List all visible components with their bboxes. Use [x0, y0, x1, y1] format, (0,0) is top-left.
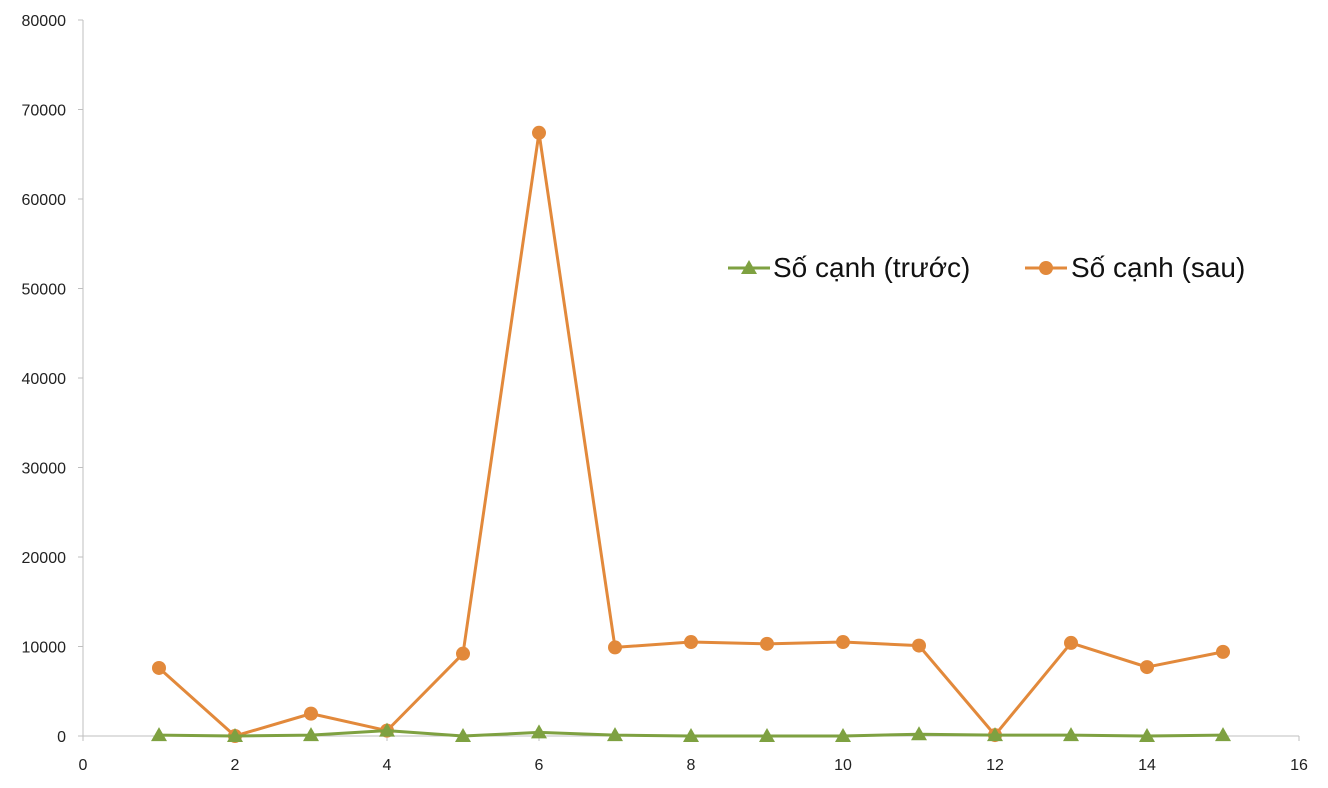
y-tick-label: 30000 [22, 461, 67, 478]
y-tick-label: 70000 [22, 103, 67, 120]
data-point [456, 646, 470, 661]
x-tick-label: 4 [383, 757, 392, 774]
data-point [532, 125, 546, 140]
data-point [531, 724, 547, 739]
x-tick-label: 2 [231, 757, 240, 774]
data-point [759, 728, 775, 742]
data-point [835, 728, 851, 742]
legend: Số cạnh (trước) Số cạnh (sau) [728, 252, 1245, 283]
data-point [379, 722, 395, 737]
data-point [608, 640, 622, 655]
x-tick-label: 12 [986, 757, 1004, 774]
x-tick-label: 10 [834, 757, 852, 774]
data-point [836, 635, 850, 650]
legend-entry: Số cạnh (sau) [1025, 252, 1245, 283]
data-point [1063, 727, 1079, 742]
y-tick-label: 60000 [22, 192, 67, 209]
data-point [683, 728, 699, 742]
legend-label: Số cạnh (sau) [1071, 252, 1245, 283]
x-tick-label: 16 [1290, 757, 1308, 774]
data-point [987, 727, 1003, 742]
data-point [152, 660, 166, 675]
data-point [1140, 660, 1154, 675]
x-tick-label: 0 [79, 757, 88, 774]
data-point [304, 706, 318, 721]
legend-entry: Số cạnh (trước) [728, 252, 970, 283]
y-tick-label: 20000 [22, 550, 67, 567]
x-tick-labels: 0 2 4 6 8 10 12 14 16 [79, 757, 1308, 774]
legend-label: Số cạnh (trước) [773, 252, 970, 283]
data-point [684, 635, 698, 650]
data-point [1215, 727, 1231, 742]
data-point [455, 728, 471, 742]
legend-marker [1039, 261, 1053, 275]
axes [78, 19, 1300, 741]
data-point [151, 727, 167, 742]
x-tick-label: 8 [687, 757, 696, 774]
legend-marker [741, 260, 757, 274]
y-tick-label: 80000 [22, 13, 67, 30]
series-sau [152, 125, 1230, 743]
data-point [607, 727, 623, 742]
x-tick-label: 6 [535, 757, 544, 774]
data-point [1216, 644, 1230, 659]
data-point [227, 728, 243, 742]
data-point [912, 638, 926, 653]
data-point [1064, 635, 1078, 650]
y-tick-labels: 0 10000 20000 30000 40000 50000 60000 70000 8000… [22, 13, 67, 746]
y-tick-label: 40000 [22, 371, 67, 388]
data-point [760, 636, 774, 651]
data-point [1139, 728, 1155, 742]
data-point [303, 727, 319, 742]
series-truoc [151, 722, 1231, 742]
y-tick-label: 50000 [22, 282, 67, 299]
y-tick-label: 10000 [22, 640, 67, 657]
data-point [911, 726, 927, 741]
y-tick-label: 0 [57, 729, 66, 746]
x-tick-label: 14 [1138, 757, 1156, 774]
series-layer [151, 125, 1231, 743]
